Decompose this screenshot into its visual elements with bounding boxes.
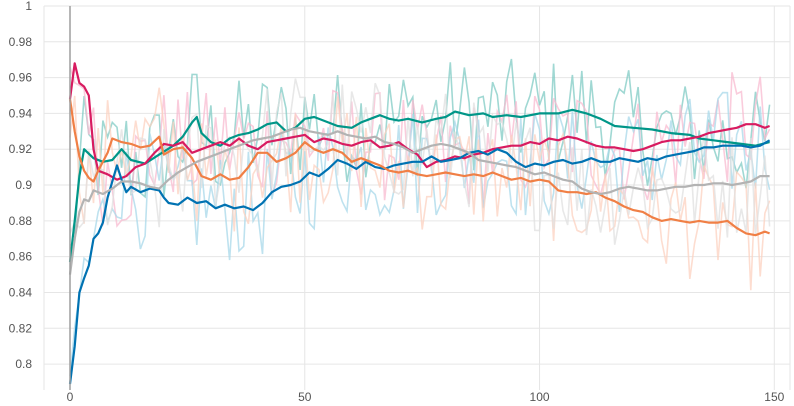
x-tick-label: 50 [298,390,312,404]
y-tick-label: 0.8 [15,357,32,371]
y-tick-label: 0.88 [9,214,33,228]
x-tick-label: 0 [67,390,74,404]
y-tick-label: 0.98 [9,35,33,49]
series-line [68,126,770,275]
series-line [68,98,770,237]
raw-series-line [69,87,771,291]
y-tick-label: 0.94 [9,106,33,120]
series-line [68,108,770,263]
smoothed-series-layer [68,62,771,385]
raw-series-line [69,66,771,228]
x-tick-label: 150 [764,390,784,404]
raw-series-line [69,78,771,245]
y-tick-label: 1 [25,0,32,13]
x-tick-label: 100 [530,390,550,404]
series-line [68,139,771,385]
y-tick-label: 0.86 [9,250,33,264]
y-tick-label: 0.92 [9,142,33,156]
y-tick-label: 0.96 [9,71,33,85]
y-tick-label: 0.84 [9,285,33,299]
y-tick-label: 0.82 [9,321,33,335]
y-tick-label: 0.9 [15,178,32,192]
tick-labels: 0.80.820.840.860.880.90.920.940.960.9810… [9,0,785,404]
